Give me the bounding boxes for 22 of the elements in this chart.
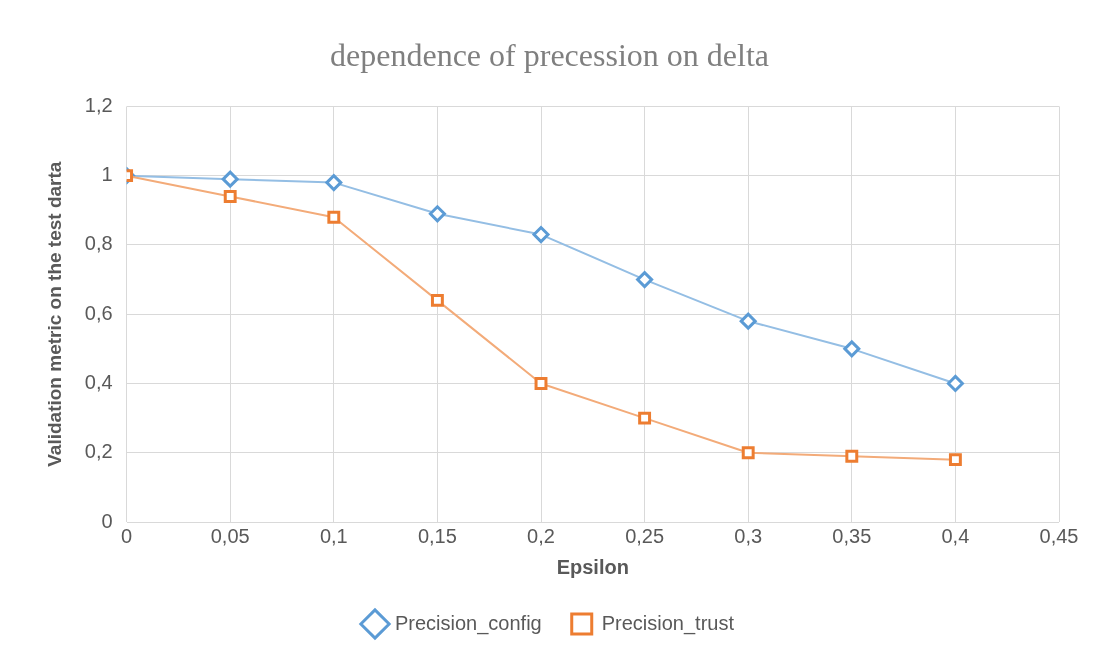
chart-title: dependence of precession on delta	[330, 36, 769, 73]
x-tick-label: 0,05	[210, 524, 250, 547]
x-tick-label: 0,4	[941, 524, 970, 547]
y-axis-title: Validation metric on the test darta	[43, 161, 65, 467]
x-tick-label: 0,2	[527, 524, 555, 547]
legend-label: Precision_trust	[601, 611, 735, 635]
y-tick-label: 0	[101, 509, 113, 532]
x-tick-label: 0,15	[417, 524, 457, 547]
x-tick-label: 0,25	[625, 524, 665, 547]
x-tick-label: 0,35	[832, 524, 872, 547]
legend-label: Precision_config	[394, 611, 542, 635]
y-tick-label: 0,4	[84, 370, 113, 393]
y-tick-label: 0,2	[84, 440, 113, 463]
y-tick-label: 1	[101, 163, 113, 186]
y-tick-label: 0,8	[84, 232, 113, 255]
x-tick-label: 0,1	[319, 524, 348, 547]
y-tick-label: 0,6	[84, 301, 113, 324]
x-axis-title: Epsilon	[556, 555, 629, 578]
x-tick-label: 0,3	[734, 524, 763, 547]
y-tick-label: 1,2	[84, 93, 113, 116]
x-tick-label: 0	[121, 524, 133, 547]
x-tick-label: 0,45	[1039, 524, 1079, 547]
